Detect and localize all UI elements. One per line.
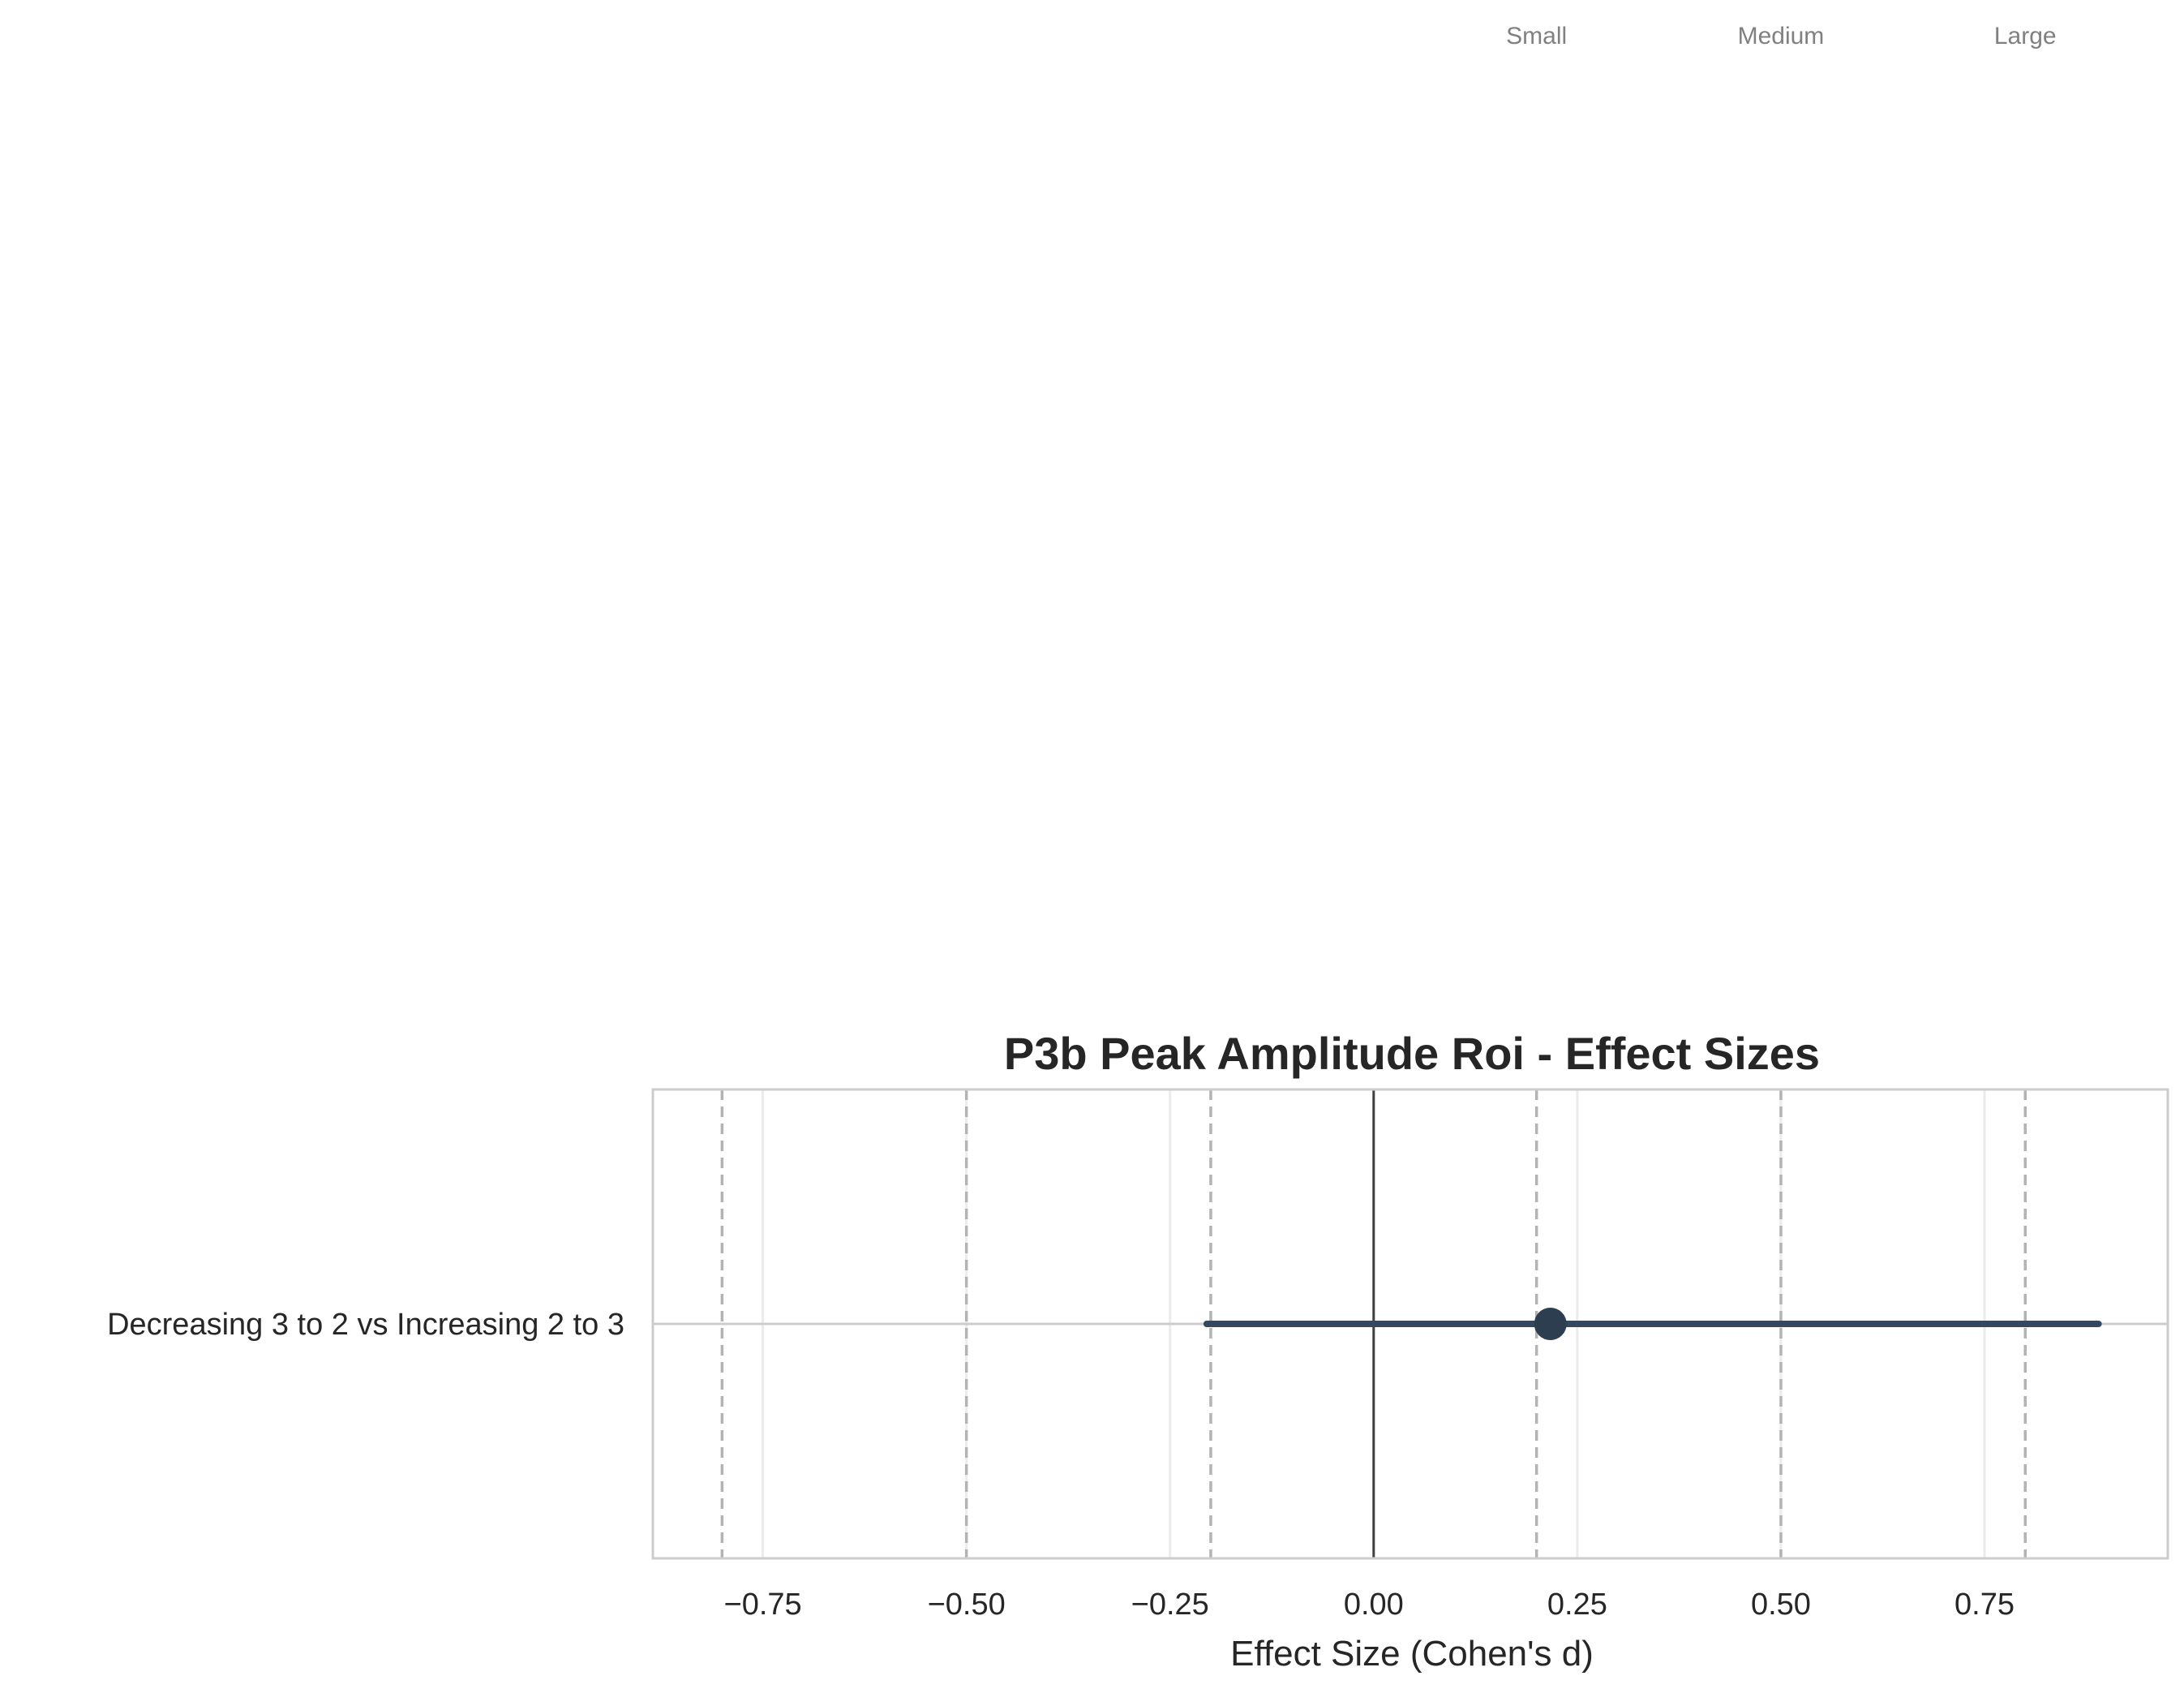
- x-tick-labels: −0.75 −0.50 −0.25 0.00 0.25 0.50 0.75: [724, 1588, 2015, 1622]
- x-tick-label: −0.75: [724, 1588, 802, 1622]
- x-tick-label: 0.00: [1344, 1588, 1404, 1622]
- y-category-labels: Decreasing 3 to 2 vs Increasing 2 to 3: [107, 1308, 624, 1342]
- plot-frame: [651, 1088, 2169, 1560]
- effect-size-point: [1534, 1308, 1567, 1340]
- y-category-label: Decreasing 3 to 2 vs Increasing 2 to 3: [107, 1308, 624, 1342]
- x-tick-label: −0.25: [1131, 1588, 1209, 1622]
- x-tick-label: 0.25: [1547, 1588, 1607, 1622]
- reference-label: Large: [1994, 23, 2057, 49]
- data-marks: [1203, 1308, 2102, 1340]
- reference-lines: [720, 1089, 2027, 1558]
- chart-title: P3b Peak Amplitude Roi - Effect Sizes: [1004, 1028, 1820, 1079]
- reference-labels: Small Medium Large: [1506, 23, 2056, 49]
- x-tick-label: 0.50: [1751, 1588, 1811, 1622]
- reference-label: Medium: [1738, 23, 1825, 49]
- x-axis-label: Effect Size (Cohen's d): [1230, 1634, 1594, 1674]
- x-tick-label: −0.50: [928, 1588, 1006, 1622]
- x-tick-label: 0.75: [1954, 1588, 2015, 1622]
- reference-label: Small: [1506, 23, 1567, 49]
